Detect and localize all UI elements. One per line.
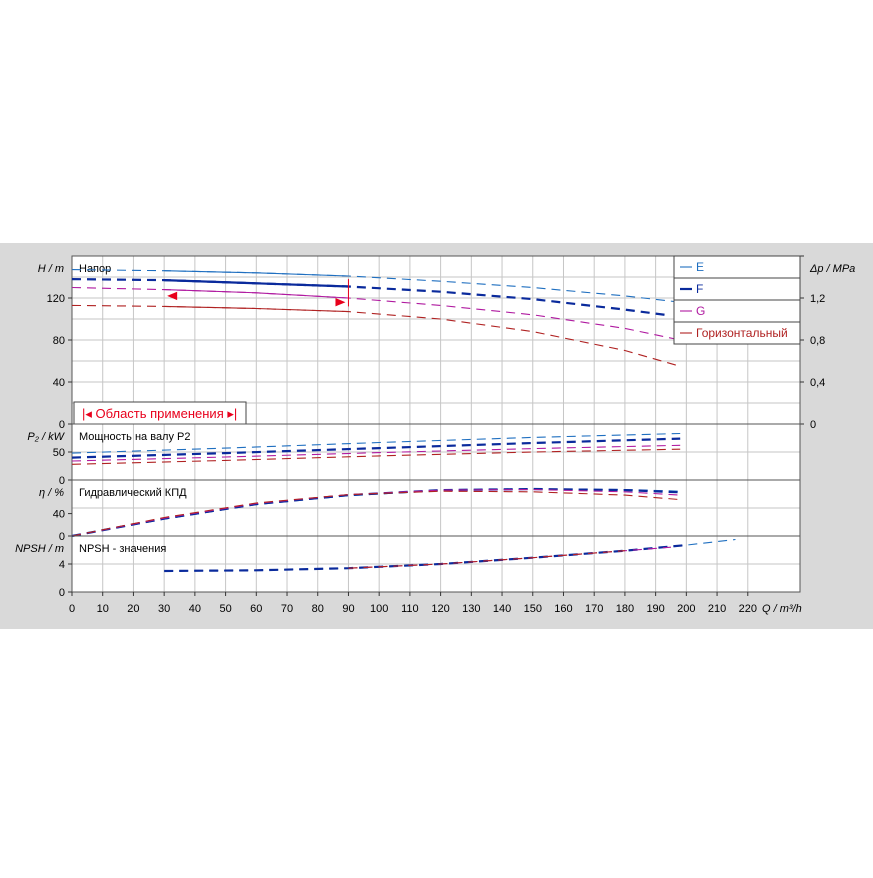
x-tick-label: 170 [585,603,603,615]
x-tick-label: 140 [493,603,511,615]
y-tick-label: 50 [53,447,65,459]
x-tick-label: 60 [250,603,262,615]
y-tick-label: 40 [53,509,65,521]
x-tick-label: 220 [739,603,757,615]
x-tick-label: 0 [69,603,75,615]
panel-title: NPSH - значения [79,543,166,555]
x-tick-label: 90 [342,603,354,615]
legend-item [673,255,801,279]
series-line-F [71,437,681,459]
x-tick-label: 30 [158,603,170,615]
x-tick-label: 130 [462,603,480,615]
x-tick-label: 10 [97,603,109,615]
x-tick-label: 70 [281,603,293,615]
range-end-marker [335,298,346,307]
x-axis-label: Q / m³/h [762,603,802,615]
y-right-tick-label: 0,8 [810,335,825,347]
y-right-tick-label: 0,4 [810,377,825,389]
x-tick-label: 110 [401,603,419,615]
x-tick-label: 150 [524,603,542,615]
x-tick-label: 100 [370,603,388,615]
panel-title: Мощность на валу P2 [79,431,191,443]
legend-label: G [696,304,705,318]
x-tick-label: 20 [127,603,139,615]
legend-item [673,299,801,323]
y-tick-label: 80 [53,335,65,347]
x-tick-label: 120 [431,603,449,615]
x-tick-label: 40 [189,603,201,615]
x-tick-label: 80 [312,603,324,615]
legend-item [673,277,801,301]
application-range-label: |◂ Область применения ▸| [82,406,237,421]
series-solid-Горизонтальный [164,305,349,313]
y-right-tick-label: 0 [810,419,816,431]
x-tick-label: 50 [219,603,231,615]
series-line-Горизонтальный [348,550,625,569]
y-tick-label: 0 [59,419,65,431]
legend-item [673,321,801,345]
legend-label: F [696,282,703,296]
y-tick-label: 0 [59,475,65,487]
y-tick-label: 0 [59,531,65,543]
series-line-Горизонтальный [71,490,681,537]
range-start-marker [167,291,178,301]
legend-label: E [696,260,704,274]
series-line-G [71,488,681,537]
y-tick-label: 120 [47,293,65,305]
y-tick-label: 4 [59,559,65,571]
series-line-Горизонтальный [71,448,681,465]
panel-title: Гидравлический КПД [79,487,187,499]
y-tick-label: 40 [53,377,65,389]
series-line-G [71,444,681,462]
x-tick-label: 160 [554,603,572,615]
y-axis-label: P₂ / kW [27,431,65,443]
legend-label: Горизонтальный [696,326,788,340]
y-axis-label: η / % [39,487,64,499]
panel-title: Напор [79,263,111,275]
y-tick-label: 0 [59,587,65,599]
series-solid-G [164,289,349,299]
x-tick-label: 210 [708,603,726,615]
x-tick-label: 180 [616,603,634,615]
series-solid-F [164,279,349,288]
x-tick-label: 190 [646,603,664,615]
x-tick-label: 200 [677,603,695,615]
y-axis-label: H / m [38,263,64,275]
y-axis-label: NPSH / m [15,543,64,555]
y-right-axis-label: Δp / MPa [809,263,855,275]
series-solid-E [164,270,349,277]
y-right-tick-label: 1,2 [810,293,825,305]
series-line-E [71,432,681,454]
